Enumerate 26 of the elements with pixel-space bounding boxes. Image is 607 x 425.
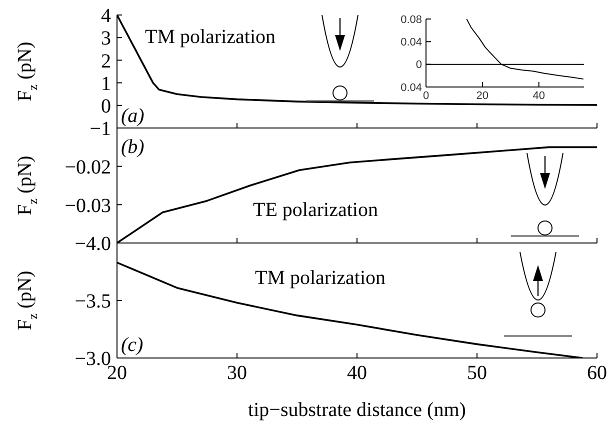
x-tick-label: 30 <box>227 362 247 384</box>
annotation: TM polarization <box>255 267 386 289</box>
x-tick-label: 50 <box>467 362 487 384</box>
y-tick-label: 1 <box>101 72 111 95</box>
y-tick-label: −4.0 <box>74 233 111 256</box>
y-tick-label: 0.08 <box>400 14 422 26</box>
annotation: TM polarization <box>145 26 276 48</box>
y-tick-label: −1 <box>90 118 111 140</box>
y-tick-label: −0.03 <box>64 194 111 217</box>
x-tick-label: 40 <box>347 362 367 384</box>
x-tick-label: 60 <box>587 362 607 384</box>
x-axis-title: tip−substrate distance (nm) <box>248 399 466 421</box>
y-tick-label: −0.02 <box>64 156 111 178</box>
annotation: (c) <box>121 334 144 356</box>
annotation: (b) <box>121 136 145 158</box>
y-tick-label: 0.04 <box>400 36 422 49</box>
y-tick-label: 4 <box>101 5 111 28</box>
y-tick-label: 2 <box>101 50 111 72</box>
x-tick-label: 40 <box>532 90 545 102</box>
annotation: (a) <box>121 105 145 127</box>
y-tick-label: 3 <box>101 28 111 50</box>
annotation: TE polarization <box>253 199 378 221</box>
y-tick-label: −3.5 <box>74 290 111 313</box>
y-tick-label: 0 <box>416 59 422 72</box>
x-tick-label: 20 <box>476 90 489 102</box>
y-tick-label: 0.04 <box>400 82 422 94</box>
